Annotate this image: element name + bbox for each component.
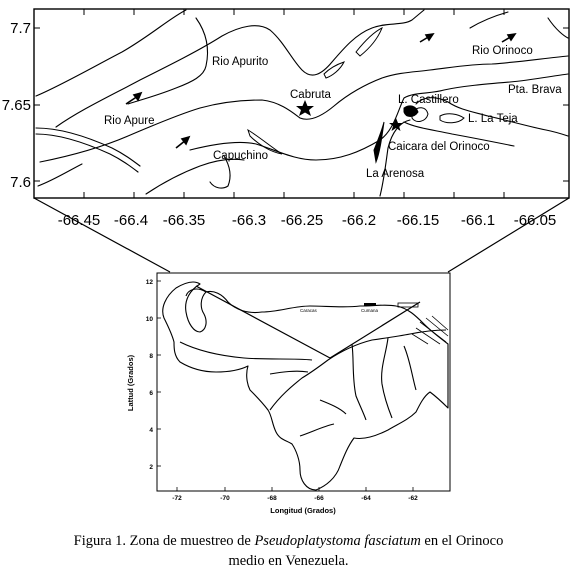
overview-x-tick: -64 bbox=[361, 495, 371, 502]
figure-caption: Figura 1. Zona de muestreo de Pseudoplat… bbox=[0, 531, 577, 571]
inset-x-tick: -66.25 bbox=[281, 212, 324, 229]
orinoco-inner-bank bbox=[189, 73, 569, 161]
inset-x-tick: -66.05 bbox=[514, 212, 557, 229]
inset-x-tick: -66.3 bbox=[232, 212, 266, 229]
overview-x-tick: -62 bbox=[408, 495, 418, 502]
overview-x-tick: -72 bbox=[172, 495, 182, 502]
label-pta-brava: Pta. Brava bbox=[508, 84, 562, 96]
island-la-teja bbox=[439, 113, 465, 124]
caura-river bbox=[351, 343, 367, 421]
overview-frame bbox=[156, 272, 451, 492]
island bbox=[323, 61, 345, 79]
orinoco-south-bank bbox=[39, 55, 569, 163]
caption-suffix: en el Orinoco bbox=[420, 533, 504, 549]
caroni-river bbox=[381, 337, 393, 419]
zulia-coast bbox=[185, 288, 207, 297]
east-shore bbox=[415, 97, 569, 137]
inset-frame bbox=[33, 8, 570, 199]
cabruta-star-icon bbox=[296, 100, 314, 116]
north-east-edge bbox=[469, 11, 509, 29]
cumana-marker bbox=[364, 303, 376, 306]
venezuela-outline bbox=[162, 281, 449, 491]
margarita-island bbox=[397, 302, 419, 308]
city-caracas: Caracas bbox=[300, 308, 318, 313]
ventuari-river bbox=[319, 399, 347, 415]
label-la-arenosa: La Arenosa bbox=[366, 168, 425, 180]
island bbox=[247, 128, 283, 155]
overview-x-tick: -70 bbox=[220, 495, 230, 502]
inset-x-tick: -66.15 bbox=[397, 212, 440, 229]
caption-line2: medio en Venezuela. bbox=[228, 553, 349, 569]
capuchino-shore bbox=[209, 155, 231, 189]
north-ridge bbox=[35, 9, 187, 97]
overview-y-tick: 2 bbox=[149, 464, 153, 471]
city-cumana: Cumana bbox=[361, 308, 379, 313]
caption-prefix: Figura 1. Zona de muestreo de bbox=[73, 533, 255, 549]
meta-river bbox=[269, 370, 309, 375]
label-caicara: Caicara del Orinoco bbox=[388, 141, 490, 153]
overview-x-tick: -66 bbox=[314, 495, 324, 502]
orinoco-river bbox=[269, 329, 447, 411]
east-lake-shore bbox=[547, 17, 569, 39]
east-shore-2 bbox=[403, 121, 515, 147]
overview-x-label: Longitud (Grados) bbox=[270, 506, 336, 515]
eastern-tributary bbox=[403, 345, 417, 391]
overview-y-tick: 8 bbox=[149, 353, 153, 360]
overview-y-label: Lattud (Grados) bbox=[126, 354, 135, 411]
apure-north bbox=[35, 127, 141, 167]
inset-y-tick-7.7: 7.7 bbox=[10, 20, 31, 37]
island bbox=[411, 107, 429, 122]
apurito-channel bbox=[127, 17, 209, 105]
inset-y-tick-7.65: 7.65 bbox=[2, 97, 31, 114]
island bbox=[355, 26, 383, 57]
label-rio-orinoco: Rio Orinoco bbox=[472, 45, 533, 57]
label-rio-apure: Rio Apure bbox=[104, 115, 155, 127]
apure-river bbox=[179, 341, 313, 361]
south-coast-west bbox=[37, 163, 83, 187]
southern-river bbox=[299, 423, 335, 437]
inset-y-tick-7.6: 7.6 bbox=[10, 174, 31, 191]
inset-x-tick: -66.4 bbox=[114, 212, 148, 229]
inset-x-tick: -66.1 bbox=[461, 212, 495, 229]
orinoco-north-bank bbox=[55, 9, 425, 128]
overview-y-tick: 6 bbox=[149, 390, 153, 397]
label-capuchino: Capuchino bbox=[213, 150, 268, 162]
inset-x-tick: -66.35 bbox=[163, 212, 206, 229]
label-l-la-teja: L. La Teja bbox=[468, 113, 518, 125]
south-coast-mid bbox=[145, 158, 245, 195]
caicara-star-icon bbox=[389, 118, 403, 131]
caption-species: Pseudoplatystoma fasciatum bbox=[254, 533, 421, 549]
label-l-castillero: L. Castillero bbox=[398, 94, 459, 106]
label-rio-apurito: Rio Apurito bbox=[212, 56, 268, 68]
overview-x-tick: -68 bbox=[267, 495, 277, 502]
overview-y-tick: 4 bbox=[149, 427, 153, 434]
island-castillero bbox=[403, 105, 419, 117]
overview-y-tick: 12 bbox=[146, 279, 154, 286]
apure-south bbox=[35, 133, 139, 173]
island-arenosa bbox=[373, 121, 385, 164]
zoom-connectors bbox=[33, 197, 570, 359]
label-cabruta: Cabruta bbox=[290, 89, 332, 101]
overview-y-tick: 10 bbox=[146, 316, 154, 323]
overview-map: 12 10 8 6 4 2 -72 -70 -68 -66 -64 -62 Lo… bbox=[126, 272, 451, 515]
inset-x-tick: -66.2 bbox=[342, 212, 376, 229]
inset-map: 7.7 7.65 7.6 -66.45 -66.4 -66.35 -66.3 -… bbox=[2, 8, 570, 229]
